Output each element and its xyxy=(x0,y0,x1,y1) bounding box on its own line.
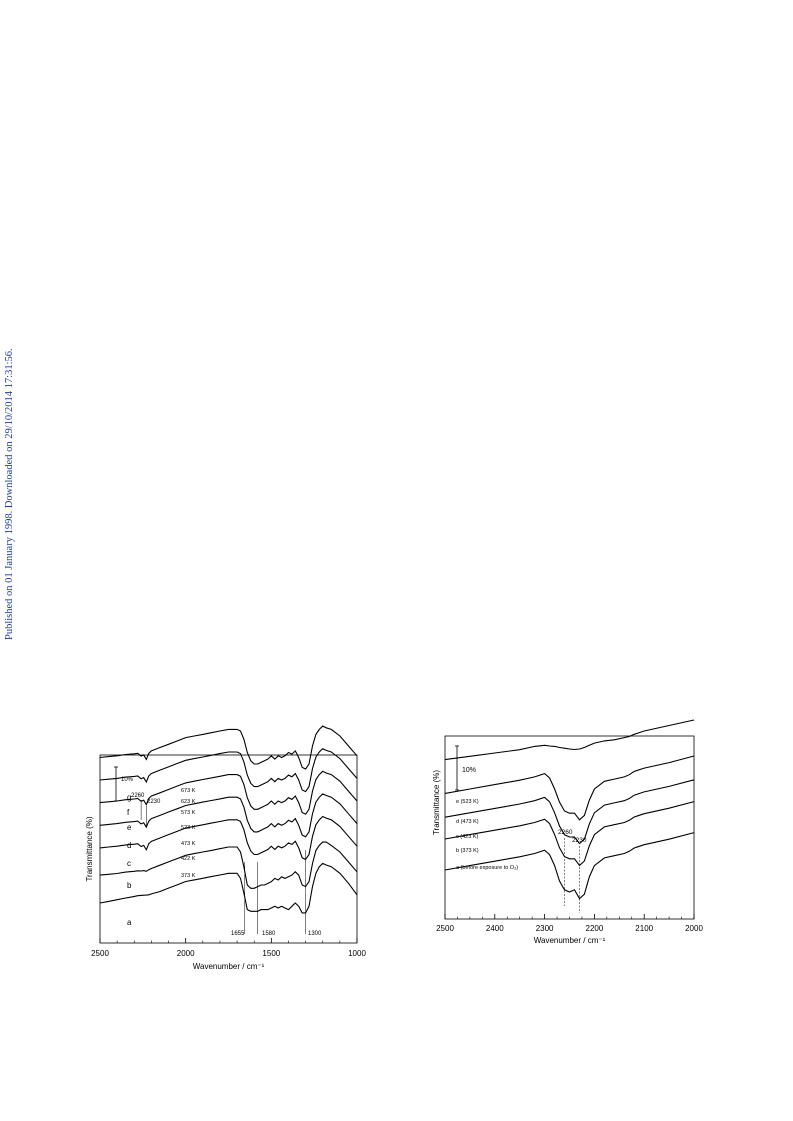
annotation-label: 2230 xyxy=(147,799,161,805)
annotation-label: 1655 xyxy=(231,931,245,937)
series-label: e (523 K) xyxy=(456,799,479,805)
spectrum-line-2 xyxy=(444,779,695,845)
spectrum-line-0 xyxy=(444,832,695,900)
spectrum-line-3 xyxy=(444,755,695,821)
spectrum-line-g xyxy=(99,725,358,770)
series-label: f xyxy=(127,808,130,817)
temperature-label: 523 K xyxy=(181,825,196,831)
annotation-label: 2260 xyxy=(131,793,145,799)
scale-bar-label: 10% xyxy=(121,777,134,783)
x-tick-label: 2500 xyxy=(91,949,109,958)
plot-frame xyxy=(99,754,358,944)
series-label: c (423 K) xyxy=(456,834,478,840)
annotation-label: 1580 xyxy=(262,931,276,937)
series-label: b xyxy=(127,881,132,890)
x-tick-label: 2300 xyxy=(536,924,554,933)
spectrum-line-1 xyxy=(444,801,695,867)
annotation-label: 2230 xyxy=(572,837,587,844)
y-axis-label: Transmittance (%) xyxy=(85,816,94,881)
temperature-label: 373 K xyxy=(181,873,196,879)
x-tick-label: 2500 xyxy=(436,924,454,933)
spectrum-line-4 xyxy=(444,719,695,761)
x-tick-label: 2200 xyxy=(586,924,604,933)
spectrum-line-c xyxy=(99,815,358,861)
spectrum-line-d xyxy=(99,793,358,838)
temperature-label: 473 K xyxy=(181,841,196,847)
temperature-label: 673 K xyxy=(181,788,196,794)
annotation-label: 1300 xyxy=(308,931,322,937)
y-axis-label: Transmittance (%) xyxy=(432,770,441,835)
temperature-label: 573 K xyxy=(181,810,196,816)
series-label: b (373 K) xyxy=(456,848,479,854)
series-label: d xyxy=(127,841,131,850)
x-axis-label: Wavenumber / cm⁻¹ xyxy=(193,962,265,971)
x-tick-label: 1500 xyxy=(262,949,280,958)
series-label: c xyxy=(127,859,131,868)
x-tick-label: 2000 xyxy=(177,949,195,958)
x-tick-label: 2100 xyxy=(635,924,653,933)
annotation-label: 2260 xyxy=(558,829,573,836)
series-label: a xyxy=(127,918,132,927)
series-label: e xyxy=(127,823,132,832)
temperature-label: 422 K xyxy=(181,856,196,862)
spectrum-line-f xyxy=(99,748,358,793)
temperature-label: 623 K xyxy=(181,799,196,805)
series-label: d (473 K) xyxy=(456,819,479,825)
x-tick-label: 2000 xyxy=(685,924,703,933)
x-tick-label: 2400 xyxy=(486,924,504,933)
x-tick-label: 1000 xyxy=(348,949,366,958)
spectrum-line-e xyxy=(99,770,358,815)
scale-bar-label: 10% xyxy=(462,767,476,774)
spectrum-line-a xyxy=(99,862,358,914)
series-label: g xyxy=(127,793,131,802)
x-axis-label: Wavenumber / cm⁻¹ xyxy=(534,936,606,945)
spectrum-line-b xyxy=(99,841,358,889)
series-label: a (before exposure to O₂) xyxy=(456,865,518,871)
